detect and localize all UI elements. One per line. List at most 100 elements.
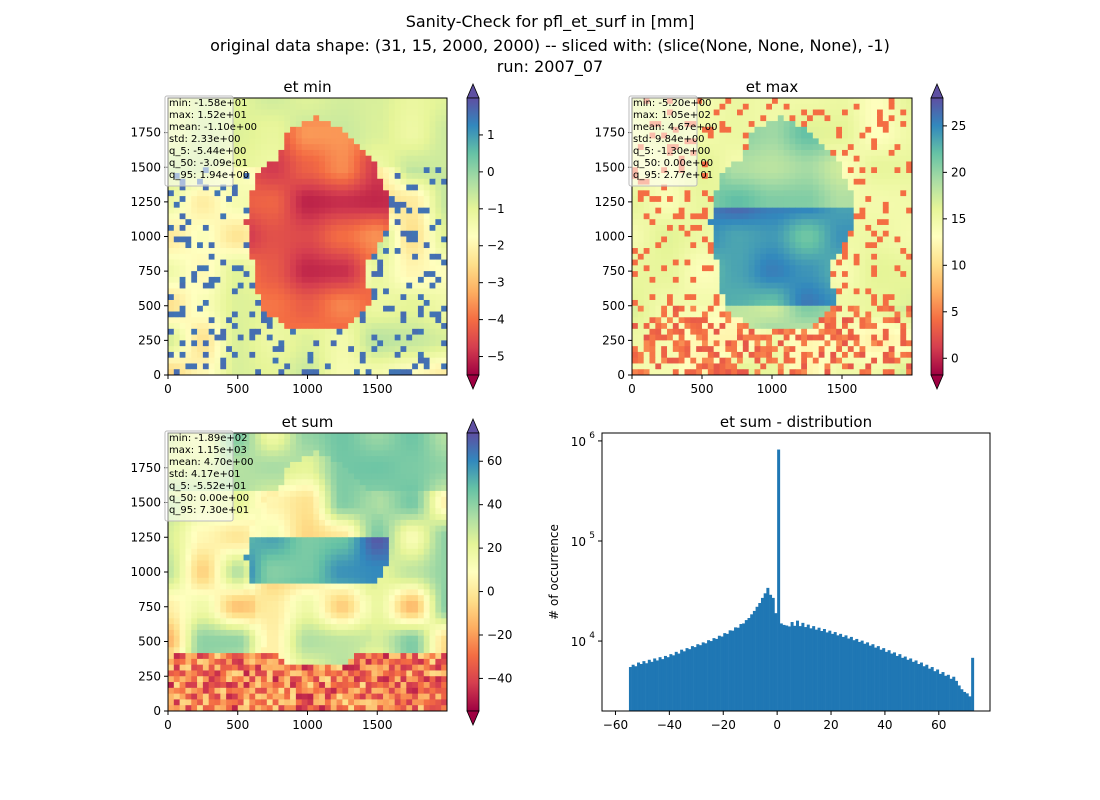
colorbar-tick-label: −5 xyxy=(487,350,505,364)
histogram-bar xyxy=(694,647,697,711)
histogram-bar xyxy=(793,626,796,711)
histogram-bar xyxy=(968,696,971,711)
histogram-bar xyxy=(726,634,729,711)
y-tick-label: 10 xyxy=(571,435,586,449)
colorbar-extend-bottom xyxy=(931,375,943,389)
colorbar-tick-label: 60 xyxy=(487,454,502,468)
histogram-bar xyxy=(707,640,710,711)
colorbar-tick-label: 15 xyxy=(951,212,966,226)
x-tick-label: 1500 xyxy=(827,382,858,396)
y-tick-label: 0 xyxy=(153,704,161,718)
histogram-bar xyxy=(809,628,812,711)
histogram-bar xyxy=(909,658,912,711)
histogram-bar xyxy=(804,627,807,711)
colorbar-tick-label: 0 xyxy=(487,165,495,179)
colorbar-tick-label: −2 xyxy=(487,239,505,253)
colorbar-tick-label: 0 xyxy=(487,585,495,599)
panel-title: et sum xyxy=(282,413,334,431)
histogram-bar xyxy=(734,627,737,711)
histogram-panel: et sum - distribution−60−40−200204060104… xyxy=(547,413,990,732)
stats-line: q_50: 0.00e+00 xyxy=(633,158,713,169)
histogram-bar xyxy=(944,676,947,711)
histogram-bar xyxy=(893,652,896,711)
histogram-bar xyxy=(845,635,848,711)
histogram-bar xyxy=(923,666,926,711)
stats-box: min: -1.89e+02max: 1.15e+03mean: 4.70e+0… xyxy=(165,431,253,521)
colorbar-gradient xyxy=(467,433,479,711)
panel-title: et sum - distribution xyxy=(720,413,872,431)
histogram-bar xyxy=(753,611,756,711)
histogram-bar xyxy=(632,665,635,711)
stats-line: min: -1.58e+01 xyxy=(169,98,248,109)
y-tick-label: 500 xyxy=(602,299,625,313)
histogram-bar xyxy=(677,654,680,711)
colorbar: −40−200204060 xyxy=(467,419,512,725)
y-tick-label: 1750 xyxy=(130,461,161,475)
histogram-bar xyxy=(828,631,831,711)
histogram-bar xyxy=(651,662,654,711)
colorbar-gradient xyxy=(467,98,479,375)
histogram-bar xyxy=(680,650,683,711)
colorbar-gradient xyxy=(931,98,943,375)
y-tick-label: 1250 xyxy=(594,195,625,209)
histogram-bar xyxy=(774,613,777,711)
histogram-bar xyxy=(947,675,950,711)
histogram-bar xyxy=(853,640,856,711)
histogram-bar xyxy=(820,631,823,711)
histogram-bar xyxy=(958,685,961,711)
y-tick-label: 250 xyxy=(138,669,161,683)
histogram-bar xyxy=(764,593,767,711)
histogram-bar xyxy=(637,663,640,711)
histogram-bar xyxy=(896,656,899,711)
colorbar-tick-label: 20 xyxy=(487,541,502,555)
histogram-bar xyxy=(963,692,966,711)
histogram-bar xyxy=(704,643,707,711)
histogram-bar xyxy=(850,637,853,711)
y-tick-label: 750 xyxy=(138,600,161,614)
stats-line: min: -5.20e+00 xyxy=(633,98,712,109)
histogram-bar xyxy=(653,658,656,711)
y-tick-label: 1000 xyxy=(130,230,161,244)
histogram-bar xyxy=(661,659,664,711)
histogram-bar xyxy=(777,450,780,711)
histogram-bar xyxy=(696,644,699,711)
colorbar-tick-label: 1 xyxy=(487,128,495,142)
histogram-bar xyxy=(758,603,761,711)
histogram-bar xyxy=(812,626,815,711)
x-tick-label: 1000 xyxy=(292,382,323,396)
histogram-bar xyxy=(702,642,705,711)
histogram-bar xyxy=(699,645,702,711)
histogram-bar xyxy=(642,661,645,711)
histogram-bar xyxy=(823,629,826,711)
histogram-bar xyxy=(686,648,689,711)
colorbar-tick-label: 5 xyxy=(951,305,959,319)
histogram-bar xyxy=(761,598,764,711)
colorbar-tick-label: 25 xyxy=(951,119,966,133)
y-tick-label: 1250 xyxy=(130,195,161,209)
histogram-bar xyxy=(936,669,939,711)
stats-line: std: 9.84e+00 xyxy=(633,134,705,145)
histogram-bar xyxy=(933,671,936,711)
histogram-bar xyxy=(839,634,842,711)
stats-line: max: 1.52e+01 xyxy=(169,110,247,121)
histogram-bar xyxy=(715,639,718,711)
histogram-bars xyxy=(629,450,974,711)
colorbar-tick-label: −4 xyxy=(487,313,505,327)
x-tick-label: 1000 xyxy=(292,718,323,732)
y-tick-label: 1750 xyxy=(594,126,625,140)
histogram-bar xyxy=(912,662,915,711)
histogram-bar xyxy=(772,598,775,711)
stats-line: q_50: 0.00e+00 xyxy=(169,493,249,504)
histogram-bar xyxy=(952,677,955,711)
x-tick-label: −60 xyxy=(603,718,628,732)
x-tick-label: 500 xyxy=(226,718,249,732)
histogram-bar xyxy=(874,648,877,711)
x-tick-label: 500 xyxy=(691,382,714,396)
x-tick-label: 40 xyxy=(877,718,892,732)
colorbar: 0510152025 xyxy=(931,84,966,389)
histogram-bar xyxy=(915,660,918,711)
y-tick-label: 250 xyxy=(602,333,625,347)
histogram-bar xyxy=(731,631,734,711)
colorbar-extend-bottom xyxy=(467,711,479,725)
heatmap-panel-0: et min0500100015000250500750100012501500… xyxy=(130,78,504,396)
